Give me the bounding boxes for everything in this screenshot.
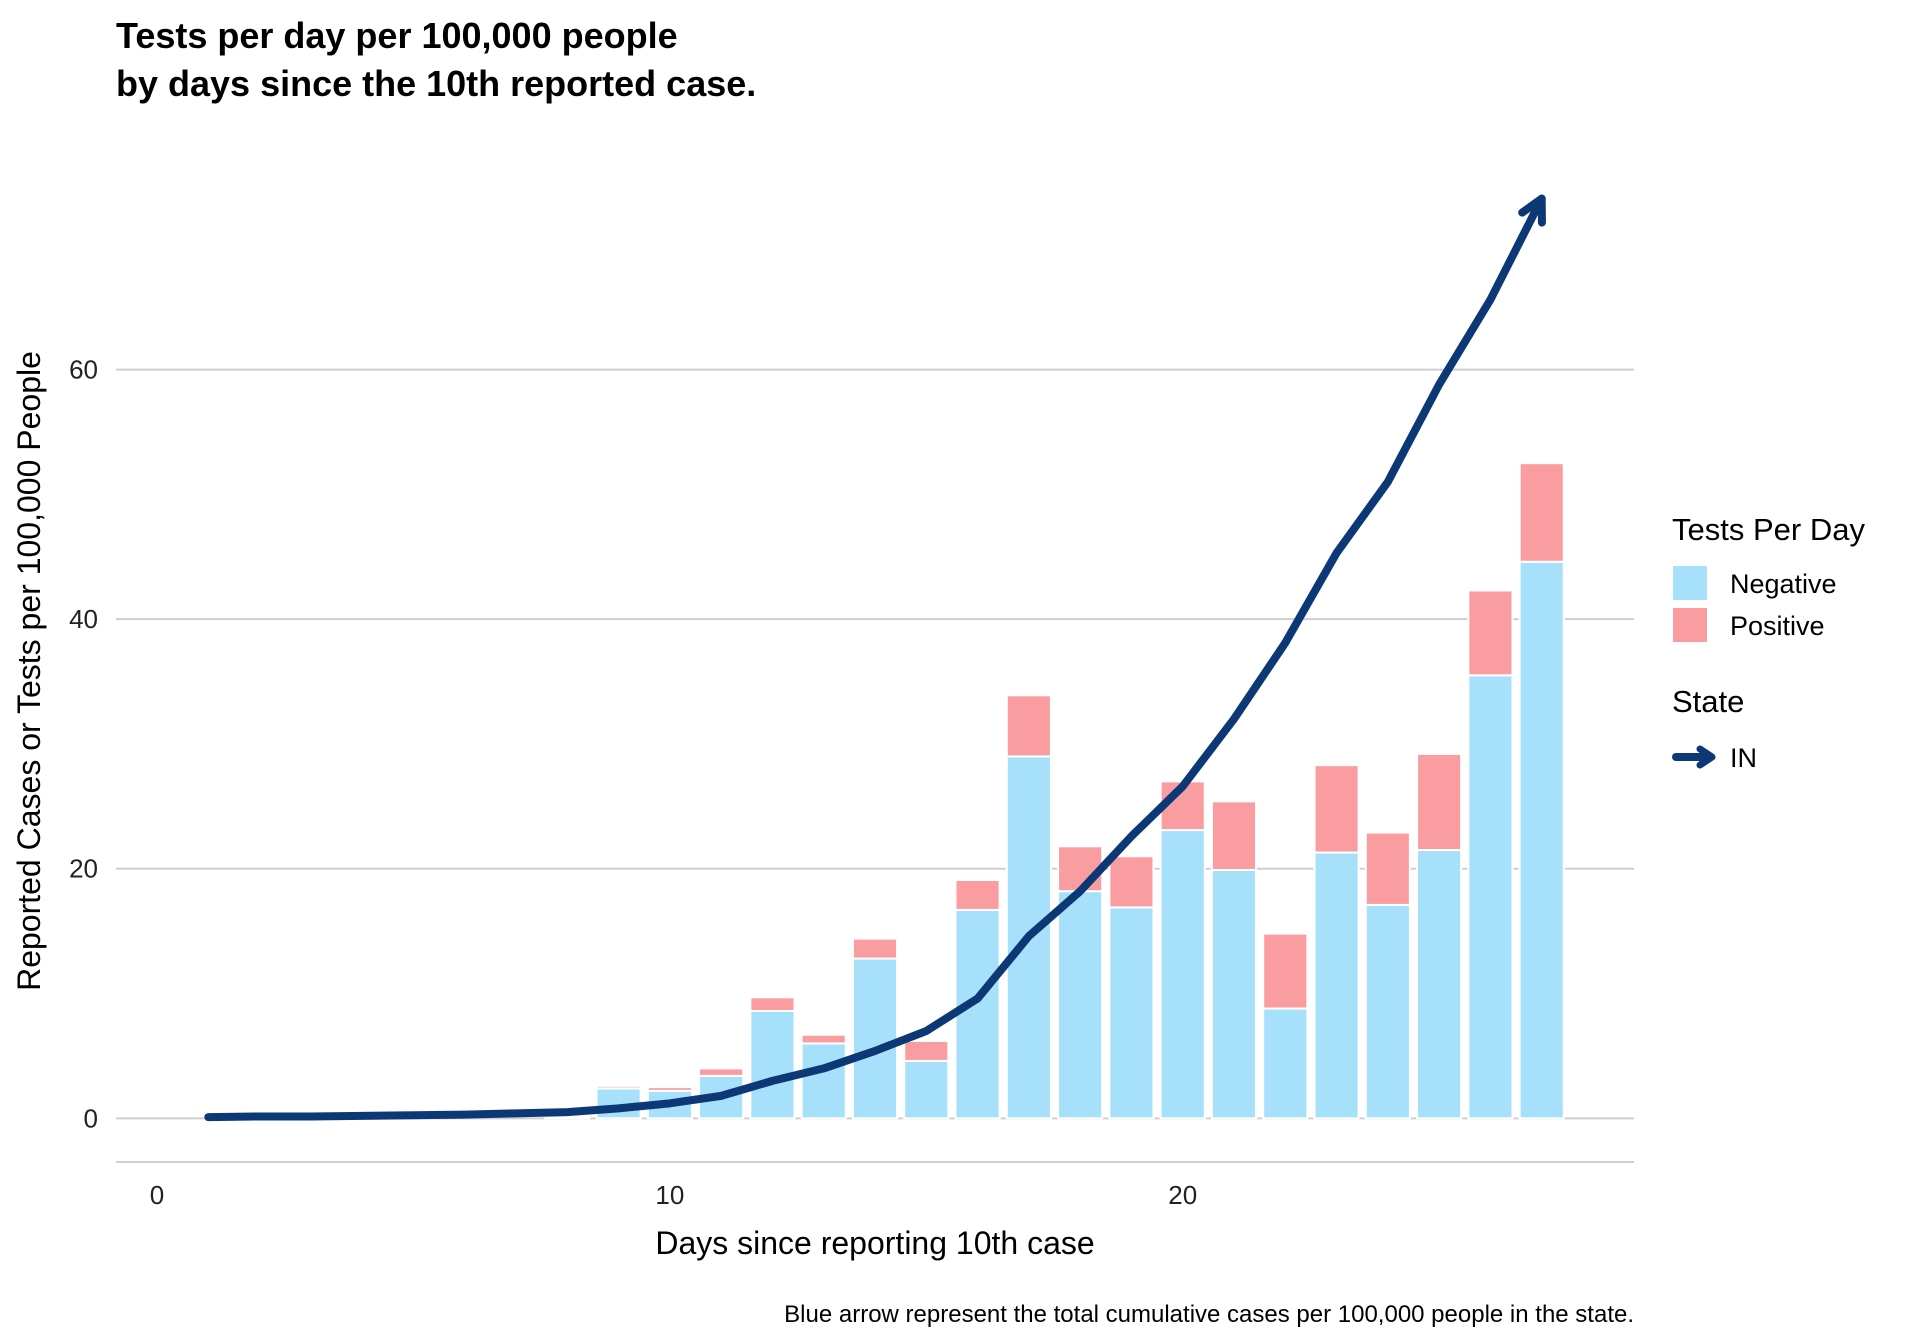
bar-positive-day-9	[595, 1084, 642, 1090]
bar-negative-day-24	[1364, 903, 1411, 1120]
axes: 0 20 40 60 0 10 20	[69, 355, 1634, 1210]
bar-positive-day-14	[851, 937, 899, 960]
legend-swatch-positive	[1671, 606, 1709, 644]
bar-negative-day-13	[800, 1042, 847, 1120]
legend-label-in: IN	[1730, 743, 1757, 773]
bar-positive-day-10	[646, 1086, 693, 1092]
bar-positive-day-15	[903, 1039, 950, 1062]
y-tick-label-40: 40	[69, 604, 98, 634]
cumulative-line-layer	[204, 194, 1546, 1122]
bar-negative-day-19	[1108, 906, 1155, 1120]
bar-positive-day-13	[800, 1033, 847, 1045]
bar-positive-day-12	[749, 996, 796, 1013]
legend-label-positive: Positive	[1730, 611, 1825, 641]
bar-negative-day-18	[1057, 890, 1104, 1120]
legend-arrow-icon	[1696, 745, 1716, 769]
bar-positive-day-22	[1262, 932, 1309, 1010]
x-axis-title: Days since reporting 10th case	[655, 1225, 1094, 1261]
y-tick-label-20: 20	[69, 854, 98, 884]
y-tick-label-0: 0	[84, 1103, 98, 1133]
legend-swatch-negative	[1671, 564, 1709, 602]
bar-negative-day-22	[1262, 1007, 1309, 1120]
cumulative-line-arrowhead	[1518, 194, 1546, 227]
legend-label-negative: Negative	[1730, 569, 1837, 599]
legend: Tests Per Day Negative Positive State IN	[1671, 512, 1865, 773]
bar-positive-day-27	[1518, 462, 1565, 563]
bar-negative-day-20	[1159, 829, 1206, 1120]
bar-positive-day-25	[1416, 752, 1463, 852]
bar-negative-day-25	[1416, 849, 1463, 1120]
y-axis-title: Reported Cases or Tests per 100,000 Peop…	[11, 351, 47, 991]
cumulative-cases-line-in	[204, 194, 1546, 1122]
legend-title-tests-per-day: Tests Per Day	[1672, 512, 1865, 547]
bar-negative-day-12	[749, 1010, 796, 1120]
y-tick-label-60: 60	[69, 355, 98, 385]
chart-title-line-1: Tests per day per 100,000 people	[116, 15, 678, 56]
x-tick-label-0: 0	[150, 1180, 164, 1210]
bar-positive-day-23	[1313, 764, 1360, 854]
bar-negative-day-26	[1467, 674, 1514, 1120]
bar-positive-day-11	[698, 1067, 745, 1077]
bar-positive-day-17	[1005, 694, 1052, 758]
bar-negative-day-16	[954, 908, 1001, 1120]
bar-negative-day-8	[544, 1116, 591, 1120]
x-tick-label-20: 20	[1168, 1180, 1197, 1210]
bar-negative-day-15	[903, 1059, 950, 1120]
bar-negative-day-14	[851, 957, 899, 1120]
chart-title-line-2: by days since the 10th reported case.	[116, 63, 756, 104]
bar-positive-day-16	[954, 878, 1001, 911]
bar-positive-day-24	[1364, 831, 1411, 906]
bar-positive-day-21	[1210, 800, 1258, 871]
bars	[544, 462, 1565, 1120]
bar-positive-day-26	[1467, 589, 1514, 677]
legend-title-state: State	[1672, 684, 1744, 719]
bar-negative-day-23	[1313, 851, 1360, 1120]
bar-negative-day-27	[1518, 560, 1565, 1120]
bar-positive-day-18	[1057, 845, 1104, 893]
x-tick-label-10: 10	[655, 1180, 684, 1210]
bar-negative-day-21	[1210, 868, 1258, 1120]
bar-positive-day-19	[1108, 855, 1155, 909]
chart-caption: Blue arrow represent the total cumulativ…	[784, 1301, 1634, 1328]
